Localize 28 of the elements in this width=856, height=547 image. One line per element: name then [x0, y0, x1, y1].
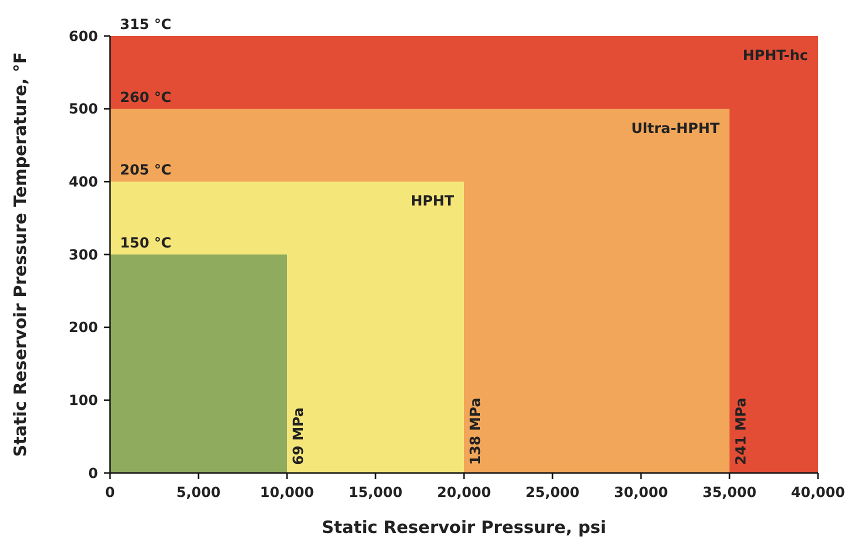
annotation: 205 °C [120, 162, 172, 179]
x-tick-label: 15,000 [348, 485, 403, 501]
x-tick-label: 25,000 [525, 485, 580, 501]
y-tick-label: 500 [68, 102, 98, 118]
x-tick-label: 40,000 [790, 485, 846, 501]
annotation: 150 °C [120, 236, 172, 252]
y-axis-title: Static Reservoir Pressure Temperature, °F [11, 52, 31, 457]
x-tick-label: 10,000 [260, 485, 314, 501]
y-tick-label: 100 [68, 393, 98, 410]
annotation: 315 °C [120, 17, 172, 33]
y-tick-label: 600 [68, 28, 98, 45]
x-tick-label: 5,000 [176, 485, 221, 501]
y-tick-label: 400 [68, 174, 98, 191]
annotation: 69 MPa [291, 407, 307, 465]
x-tick-label: 20,000 [436, 485, 492, 501]
x-axis-title: Static Reservoir Pressure, psi [322, 518, 606, 538]
series-label: HPHT [410, 194, 454, 210]
annotation: 260 °C [120, 90, 172, 106]
series-label: Ultra-HPHT [631, 120, 720, 137]
annotation: 241 MPa [734, 398, 750, 465]
y-tick-label: 200 [68, 320, 98, 336]
annotation: 138 MPa [468, 398, 484, 465]
x-tick-label: 35,000 [702, 485, 757, 501]
y-tick-label: 300 [68, 247, 98, 264]
x-tick-label: 30,000 [614, 485, 668, 501]
series-label: HPHT-hc [742, 48, 808, 64]
x-tick-label: 0 [105, 485, 116, 501]
y-tick-label: 0 [88, 466, 98, 482]
